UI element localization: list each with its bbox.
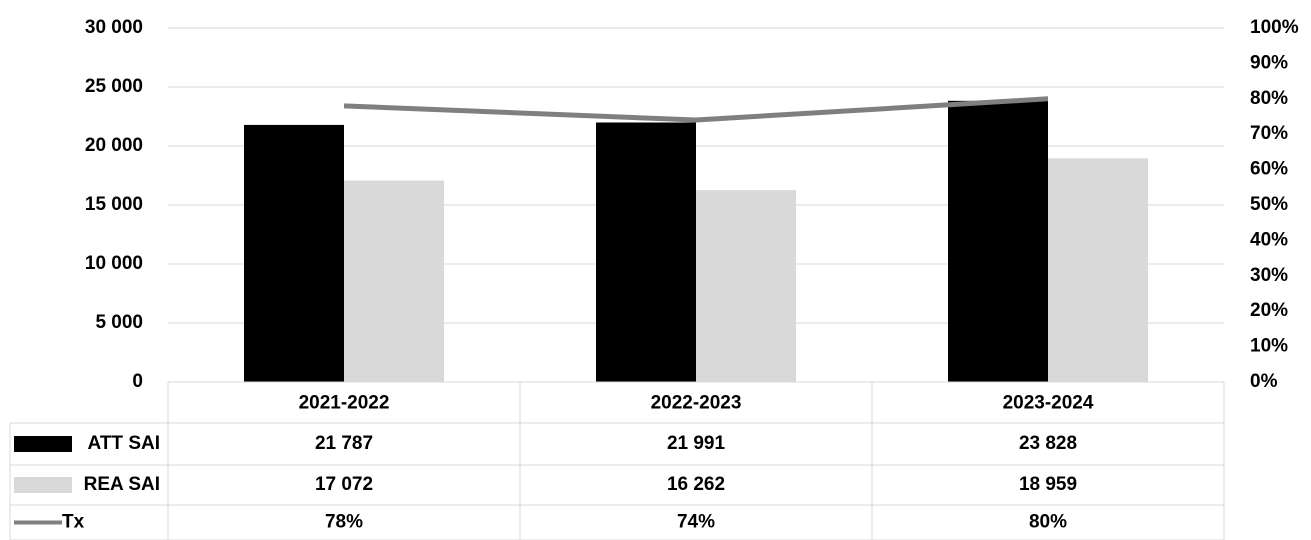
y-tick-label: 15 000 bbox=[85, 194, 143, 215]
y2-tick-label: 20% bbox=[1250, 300, 1288, 321]
legend-label: ATT SAI bbox=[88, 433, 160, 454]
chart: 0 5 000 10 000 15 000 20 000 25 000 30 000 0% 10… bbox=[0, 0, 1311, 540]
y-tick-label: 0 bbox=[132, 371, 143, 392]
legend-key bbox=[14, 436, 72, 452]
y-tick-label: 30 000 bbox=[85, 17, 143, 38]
bar bbox=[948, 101, 1048, 382]
bar bbox=[344, 181, 444, 382]
y2-tick-label: 80% bbox=[1250, 88, 1288, 109]
table-value: 21 787 bbox=[315, 433, 373, 454]
bar bbox=[244, 125, 344, 382]
bar bbox=[596, 123, 696, 382]
table-value: 80% bbox=[1029, 512, 1067, 533]
bar bbox=[696, 190, 796, 382]
bar bbox=[1048, 158, 1148, 382]
y2-tick-label: 50% bbox=[1250, 194, 1288, 215]
table-value: 16 262 bbox=[667, 474, 725, 495]
y2-tick-label: 70% bbox=[1250, 123, 1288, 144]
y2-tick-label: 0% bbox=[1250, 371, 1278, 392]
y-tick-label: 20 000 bbox=[85, 135, 143, 156]
y-tick-label: 10 000 bbox=[85, 253, 143, 274]
legend-label: Tx bbox=[62, 512, 85, 533]
table-value: 78% bbox=[325, 512, 363, 533]
y2-tick-label: 30% bbox=[1250, 265, 1288, 286]
y-tick-label: 5 000 bbox=[95, 312, 143, 333]
y2-tick-label: 60% bbox=[1250, 159, 1288, 180]
line-series bbox=[344, 99, 1048, 120]
y-tick-label: 25 000 bbox=[85, 76, 143, 97]
y2-tick-label: 100% bbox=[1250, 17, 1299, 38]
table-value: 23 828 bbox=[1019, 433, 1077, 454]
table-value: 74% bbox=[677, 512, 715, 533]
y2-tick-label: 10% bbox=[1250, 336, 1288, 357]
table-value: 17 072 bbox=[315, 474, 373, 495]
x-tick-label: 2022-2023 bbox=[651, 393, 742, 414]
y2-tick-label: 40% bbox=[1250, 229, 1288, 250]
y2-tick-label: 90% bbox=[1250, 52, 1288, 73]
table-value: 18 959 bbox=[1019, 474, 1077, 495]
x-tick-label: 2021-2022 bbox=[299, 393, 390, 414]
table-value: 21 991 bbox=[667, 433, 726, 454]
legend-key bbox=[14, 477, 72, 493]
x-tick-label: 2023-2024 bbox=[1003, 393, 1094, 414]
legend-label: REA SAI bbox=[84, 474, 160, 495]
